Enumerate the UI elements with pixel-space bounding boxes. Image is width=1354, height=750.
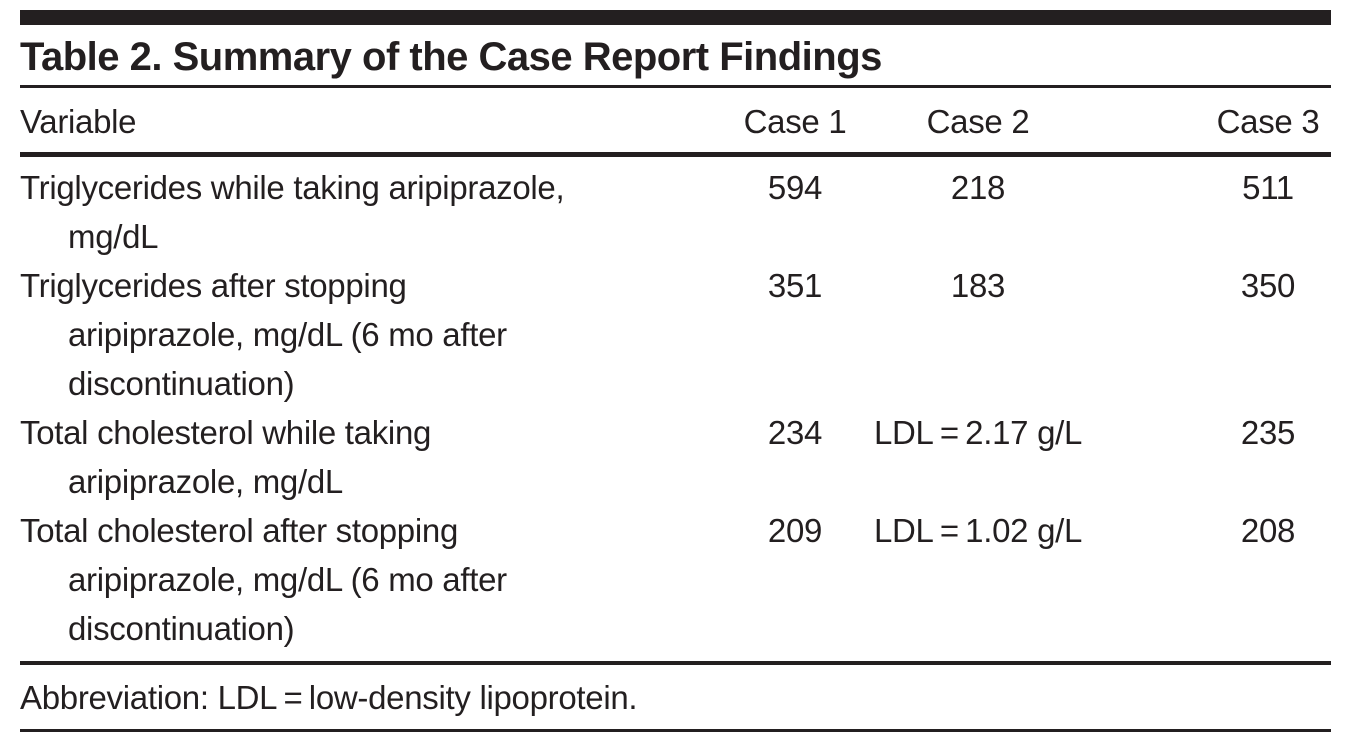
table-top-bar <box>20 10 1331 25</box>
table-row: Total cholesterol while taking aripiprazo… <box>20 408 1331 506</box>
title-rule <box>20 85 1331 88</box>
variable-cell: Triglycerides after stopping aripiprazole… <box>20 261 707 408</box>
variable-cell: Total cholesterol while taking aripiprazo… <box>20 408 707 506</box>
table-row: Triglycerides after stopping aripiprazole… <box>20 261 1331 408</box>
header-row: Variable Case 1 Case 2 Case 3 <box>20 88 1331 157</box>
variable-line: aripiprazole, mg/dL (6 mo after <box>68 316 507 353</box>
value-cell-case-2: LDL = 2.17 g/L <box>873 414 1083 451</box>
paper-table-figure: Table 2. Summary of the Case Report Find… <box>20 10 1331 732</box>
column-header-case-2: Case 2 <box>867 88 1089 157</box>
table-row: Triglycerides while taking aripiprazole,… <box>20 155 1331 262</box>
variable-line: discontinuation) <box>68 610 295 647</box>
value-cell-case-3: 350 <box>1240 267 1296 304</box>
value-cell-case-3: 511 <box>1242 169 1294 206</box>
variable-line: aripiprazole, mg/dL <box>68 463 343 500</box>
value-cell-case-3: 208 <box>1089 506 1331 665</box>
variable-line: Total cholesterol after stopping <box>20 512 458 549</box>
table-row: Total cholesterol after stopping aripipra… <box>20 506 1331 665</box>
variable-cell: Total cholesterol after stopping aripipra… <box>20 506 707 665</box>
value-cell-case-1: 594 <box>767 169 823 206</box>
value-cell-case-1: 234 <box>767 414 823 451</box>
variable-line: Total cholesterol while taking <box>20 414 432 451</box>
findings-table: Variable Case 1 Case 2 Case 3 Triglyceri… <box>20 88 1331 665</box>
table-footnote: Abbreviation: LDL = low-density lipoprot… <box>20 665 1331 732</box>
column-header-variable: Variable <box>20 88 707 157</box>
variable-cell: Triglycerides while taking aripiprazole,… <box>20 155 707 262</box>
value-cell-case-2: LDL = 1.02 g/L <box>867 506 1089 665</box>
value-cell-case-1: 209 <box>707 506 867 665</box>
value-cell-case-3: 235 <box>1240 414 1296 451</box>
variable-line: aripiprazole, mg/dL (6 mo after <box>68 561 507 598</box>
value-cell-case-1: 351 <box>767 267 823 304</box>
variable-line: mg/dL <box>68 218 159 255</box>
table-body: Triglycerides while taking aripiprazole,… <box>20 155 1331 665</box>
column-header-case-1: Case 1 <box>707 88 867 157</box>
value-cell-case-2: 218 <box>950 169 1006 206</box>
variable-line: Triglycerides while taking aripiprazole, <box>20 169 565 206</box>
column-header-case-3: Case 3 <box>1089 88 1331 157</box>
variable-line: discontinuation) <box>68 365 295 402</box>
value-cell-case-2: 183 <box>950 267 1006 304</box>
table-title: Table 2. Summary of the Case Report Find… <box>20 35 882 79</box>
table-header: Variable Case 1 Case 2 Case 3 <box>20 88 1331 157</box>
variable-line: Triglycerides after stopping <box>20 267 407 304</box>
